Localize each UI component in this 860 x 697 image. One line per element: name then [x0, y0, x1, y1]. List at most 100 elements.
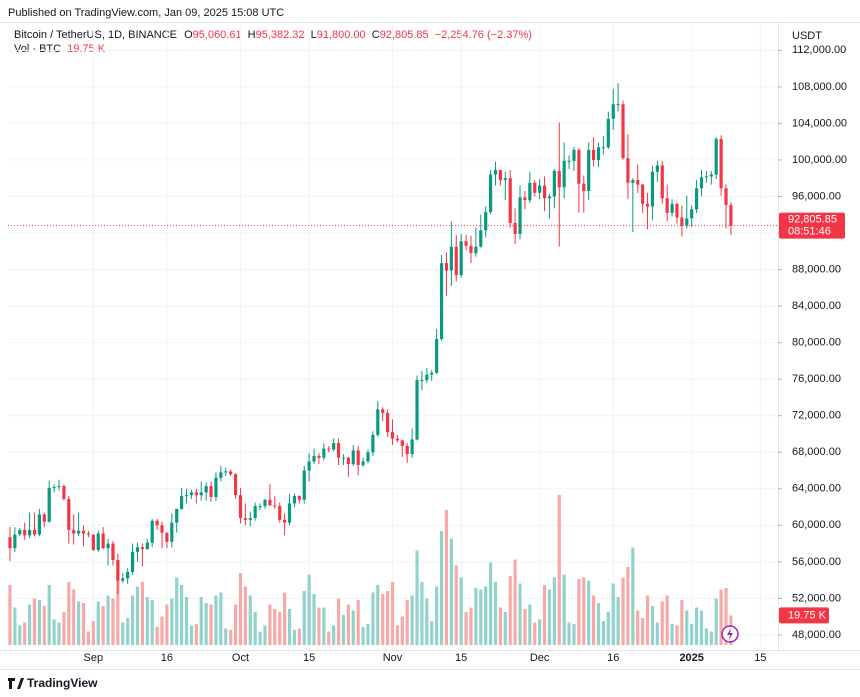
volume-bar: [479, 589, 483, 645]
volume-bar: [386, 591, 390, 645]
candle-body: [268, 499, 272, 506]
x-tick-label: 16: [607, 652, 619, 664]
volume-bar: [611, 583, 615, 645]
candle-body: [130, 551, 135, 572]
volume-bar: [341, 615, 346, 645]
candle-body: [258, 506, 262, 508]
price-axis-border: [778, 23, 779, 650]
candle-body: [351, 450, 355, 465]
candle-body: [508, 178, 512, 223]
volume-bar: [645, 595, 650, 645]
volume-bar: [199, 597, 203, 645]
candle-body: [439, 263, 444, 339]
volume-bar: [37, 600, 41, 645]
volume-bar: [552, 577, 556, 645]
volume-bar: [23, 622, 27, 645]
x-tick-label: Oct: [232, 652, 249, 664]
volume-bar: [42, 606, 46, 645]
volume-bar: [332, 625, 336, 645]
y-tick-label: 84,000.00: [792, 300, 841, 312]
volume-bar: [52, 619, 56, 645]
lightning-glyph: [727, 628, 733, 640]
volume-bar: [371, 592, 375, 645]
x-tick-label: Nov: [383, 652, 403, 664]
candle-body: [302, 470, 306, 500]
candle-body: [273, 505, 277, 507]
candle-body: [503, 178, 507, 181]
volume-bar: [390, 582, 395, 645]
candle-body: [636, 180, 640, 185]
candle-body: [175, 508, 179, 523]
logo-mark: [8, 678, 24, 689]
volume-bar: [243, 586, 247, 645]
candle-body: [645, 203, 650, 207]
candle-body: [307, 461, 311, 471]
candle-body: [361, 461, 365, 466]
volume-bar: [238, 573, 243, 645]
volume-bar: [224, 628, 228, 645]
x-tick-label: 2025: [679, 652, 703, 664]
volume-bar: [258, 631, 262, 645]
volume-bar: [184, 597, 189, 645]
candle-body: [552, 170, 556, 197]
volume-bar: [160, 616, 164, 645]
volume-bar: [170, 598, 174, 645]
volume-bar: [180, 585, 184, 645]
candle-body: [121, 578, 125, 581]
candle-body: [312, 455, 316, 462]
candle-body: [724, 188, 728, 206]
volume-bar: [336, 598, 341, 645]
candle-body: [650, 171, 655, 207]
candle-body: [572, 149, 576, 161]
candle-body: [591, 149, 596, 160]
x-tick-label: Dec: [530, 652, 550, 664]
volume-bar: [714, 598, 718, 645]
volume-bar: [395, 625, 400, 645]
candle-body: [297, 496, 301, 500]
candle-body: [464, 241, 468, 246]
volume-bar: [665, 595, 669, 645]
candle-body: [263, 499, 267, 507]
volume-bar: [636, 610, 640, 645]
volume-bar: [278, 612, 282, 645]
candle-body: [336, 443, 341, 458]
volume-bar: [454, 565, 458, 645]
volume-bar: [724, 588, 728, 645]
volume-bar: [27, 604, 32, 645]
volume-bar: [214, 595, 218, 645]
volume-bar: [474, 588, 478, 645]
candle-body: [425, 374, 429, 381]
candle-body: [719, 138, 723, 189]
volume-bar: [366, 624, 370, 645]
volume-bar: [204, 603, 208, 645]
volume-bar: [469, 607, 473, 645]
candle-body: [160, 525, 164, 533]
candle-body: [116, 560, 120, 581]
volume-bar: [655, 622, 659, 645]
candle-body: [694, 188, 699, 210]
candle-body: [13, 534, 17, 549]
x-tick-label: 15: [455, 652, 467, 664]
candle-body: [538, 185, 542, 193]
candle-body: [23, 529, 27, 536]
volume-bar: [533, 622, 537, 645]
volume-bar: [523, 609, 527, 645]
candle-body: [395, 438, 400, 441]
candle-body: [523, 197, 527, 201]
volume-bar: [660, 601, 664, 645]
candle-body: [557, 170, 561, 188]
volume-bar: [425, 598, 429, 645]
candle-body: [189, 492, 194, 496]
volume-bar: [621, 577, 625, 645]
volume-box: [779, 607, 829, 624]
candle-body: [567, 160, 571, 162]
volume-bar: [719, 589, 723, 645]
volume-bar: [106, 595, 110, 645]
volume-bar: [685, 610, 689, 645]
volume-bar: [96, 601, 100, 645]
volume-bar: [135, 586, 140, 645]
volume-bar: [116, 571, 120, 645]
candle-body: [57, 486, 61, 488]
candle-body: [327, 448, 331, 450]
